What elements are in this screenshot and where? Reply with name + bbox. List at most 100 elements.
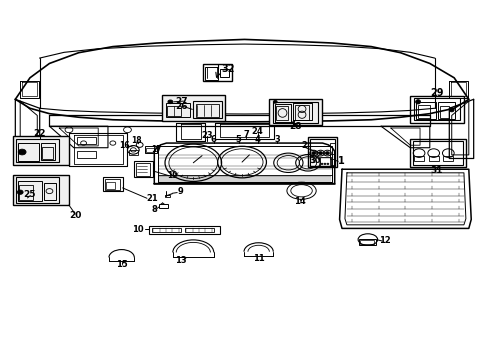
Bar (184, 228, 214, 232)
Bar (146, 148, 154, 152)
Text: 32: 32 (221, 64, 235, 74)
Ellipse shape (448, 108, 453, 112)
Bar (136, 163, 150, 176)
Bar (159, 204, 167, 208)
Text: 18: 18 (131, 136, 141, 145)
Ellipse shape (325, 152, 329, 154)
Bar (294, 105, 309, 120)
Bar (16, 177, 59, 203)
Text: 11: 11 (252, 254, 264, 263)
Bar (276, 106, 288, 120)
Bar (307, 137, 336, 167)
Text: 5: 5 (235, 135, 241, 144)
Bar (329, 143, 334, 165)
Bar (409, 96, 463, 123)
Ellipse shape (415, 100, 420, 104)
Bar (443, 156, 452, 161)
Bar (165, 103, 189, 117)
Bar (205, 67, 217, 80)
Text: 3: 3 (274, 135, 280, 144)
Text: 23: 23 (201, 131, 212, 140)
Bar (13, 175, 69, 205)
Bar (164, 195, 170, 197)
Bar (415, 102, 435, 119)
Ellipse shape (321, 163, 323, 165)
Bar (219, 69, 229, 77)
Bar (158, 146, 331, 182)
Bar (439, 107, 448, 118)
Text: 15: 15 (116, 261, 127, 270)
Ellipse shape (311, 152, 315, 154)
Text: 10: 10 (132, 225, 144, 234)
Bar (413, 98, 459, 121)
Bar (428, 156, 438, 161)
Text: 21: 21 (146, 194, 158, 203)
Bar (268, 99, 321, 126)
Text: 12: 12 (378, 237, 390, 246)
Text: 9: 9 (177, 187, 183, 196)
Bar (413, 156, 423, 161)
Bar (359, 240, 373, 244)
Bar (437, 102, 454, 119)
Bar (149, 226, 220, 234)
Bar (161, 95, 224, 121)
Text: 25: 25 (23, 190, 36, 199)
Bar (77, 137, 96, 144)
Text: 16: 16 (119, 141, 129, 150)
Text: 19: 19 (167, 171, 177, 180)
Text: 13: 13 (175, 256, 186, 265)
Bar (105, 179, 120, 190)
Bar (310, 139, 334, 166)
Bar (41, 147, 53, 159)
Bar (272, 102, 318, 123)
Bar (129, 150, 138, 155)
Text: 2: 2 (301, 141, 306, 150)
Ellipse shape (18, 149, 26, 155)
Ellipse shape (273, 100, 277, 103)
Ellipse shape (324, 163, 325, 165)
Bar (18, 181, 41, 201)
Bar (16, 139, 59, 162)
Text: 8: 8 (152, 205, 157, 214)
Bar (412, 141, 463, 165)
Text: 31: 31 (430, 166, 443, 175)
Ellipse shape (167, 100, 172, 104)
Bar (320, 157, 330, 167)
Text: 24: 24 (251, 127, 263, 136)
Bar (409, 139, 466, 167)
Bar (144, 146, 157, 153)
Ellipse shape (318, 152, 322, 154)
Text: 22: 22 (33, 129, 46, 138)
Bar (330, 154, 333, 159)
Ellipse shape (17, 190, 23, 194)
Bar (167, 106, 181, 116)
Text: 7: 7 (243, 130, 248, 139)
Text: 17: 17 (151, 145, 162, 154)
Bar (358, 239, 375, 244)
Bar (19, 185, 33, 200)
Bar (195, 104, 219, 117)
Text: 28: 28 (288, 122, 301, 131)
Bar (193, 101, 221, 118)
Text: 29: 29 (429, 88, 443, 98)
Text: 27: 27 (174, 96, 187, 105)
Bar (77, 151, 96, 158)
Ellipse shape (326, 163, 328, 165)
Bar (106, 182, 115, 189)
Bar (13, 136, 69, 165)
Bar (152, 228, 181, 232)
Text: 20: 20 (69, 211, 81, 220)
Bar (417, 105, 429, 118)
Text: 26: 26 (175, 102, 187, 111)
Bar (43, 183, 56, 200)
Bar (41, 143, 55, 160)
Text: 14: 14 (294, 197, 305, 206)
Bar (103, 177, 122, 192)
Text: 6: 6 (210, 135, 216, 144)
Text: 1: 1 (337, 156, 344, 166)
Bar (18, 143, 39, 161)
Text: 30: 30 (309, 157, 320, 166)
Bar (203, 64, 232, 81)
Bar (134, 161, 153, 177)
Bar (158, 175, 331, 182)
